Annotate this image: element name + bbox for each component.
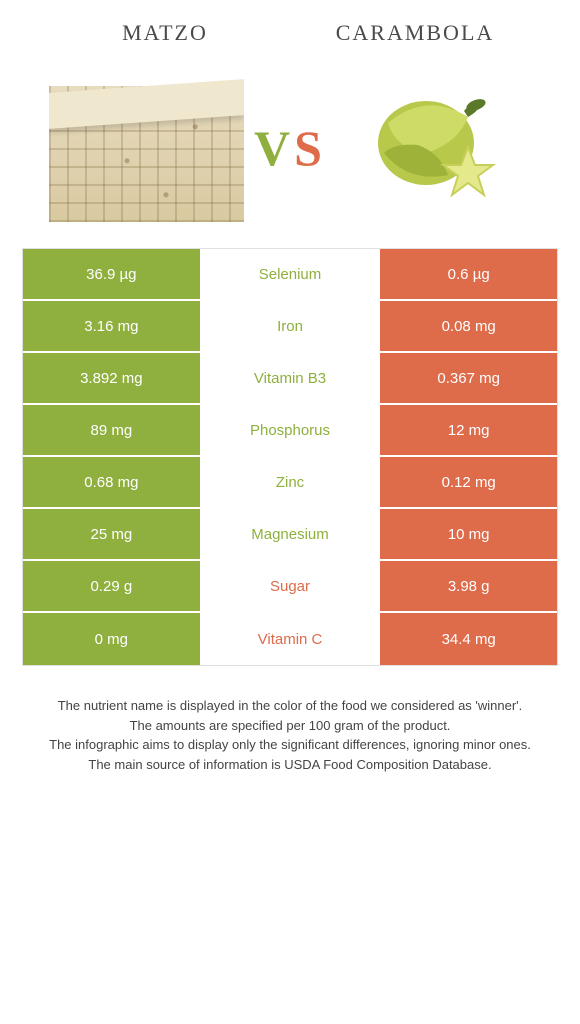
value-right: 3.98 g	[380, 561, 557, 613]
table-row: 36.9 µgSelenium0.6 µg	[23, 249, 557, 301]
value-right: 10 mg	[380, 509, 557, 561]
nutrient-name: Phosphorus	[202, 405, 381, 457]
table-row: 0.68 mgZinc0.12 mg	[23, 457, 557, 509]
table-row: 89 mgPhosphorus12 mg	[23, 405, 557, 457]
footer-line: The nutrient name is displayed in the co…	[20, 696, 560, 716]
value-right: 0.6 µg	[380, 249, 557, 301]
nutrient-name: Selenium	[202, 249, 381, 301]
footer-line: The infographic aims to display only the…	[20, 735, 560, 755]
footer-line: The main source of information is USDA F…	[20, 755, 560, 775]
footer-notes: The nutrient name is displayed in the co…	[20, 696, 560, 774]
title-row: MATZO CARAMBOLA	[0, 20, 580, 46]
value-right: 12 mg	[380, 405, 557, 457]
value-right: 34.4 mg	[380, 613, 557, 665]
value-right: 0.12 mg	[380, 457, 557, 509]
nutrient-name: Vitamin C	[202, 613, 381, 665]
table-row: 3.16 mgIron0.08 mg	[23, 301, 557, 353]
title-right: CARAMBOLA	[290, 20, 540, 46]
table-row: 0 mgVitamin C34.4 mg	[23, 613, 557, 665]
nutrient-name: Vitamin B3	[202, 353, 381, 405]
value-left: 25 mg	[23, 509, 202, 561]
value-left: 0 mg	[23, 613, 202, 665]
value-right: 0.08 mg	[380, 301, 557, 353]
value-left: 3.16 mg	[23, 301, 202, 353]
nutrient-name: Magnesium	[202, 509, 381, 561]
nutrient-table: 36.9 µgSelenium0.6 µg3.16 mgIron0.08 mg3…	[22, 248, 558, 666]
nutrient-name: Sugar	[202, 561, 381, 613]
vs-v: V	[254, 120, 294, 176]
value-left: 0.68 mg	[23, 457, 202, 509]
matzo-image	[49, 74, 244, 222]
value-right: 0.367 mg	[380, 353, 557, 405]
table-row: 25 mgMagnesium10 mg	[23, 509, 557, 561]
nutrient-name: Zinc	[202, 457, 381, 509]
hero-row: VS	[40, 74, 540, 222]
title-left: MATZO	[40, 20, 290, 46]
vs-s: S	[294, 120, 326, 176]
table-row: 0.29 gSugar3.98 g	[23, 561, 557, 613]
carambola-image	[336, 74, 531, 222]
value-left: 89 mg	[23, 405, 202, 457]
value-left: 0.29 g	[23, 561, 202, 613]
vs-label: VS	[254, 119, 326, 177]
footer-line: The amounts are specified per 100 gram o…	[20, 716, 560, 736]
table-row: 3.892 mgVitamin B30.367 mg	[23, 353, 557, 405]
value-left: 36.9 µg	[23, 249, 202, 301]
value-left: 3.892 mg	[23, 353, 202, 405]
nutrient-name: Iron	[202, 301, 381, 353]
